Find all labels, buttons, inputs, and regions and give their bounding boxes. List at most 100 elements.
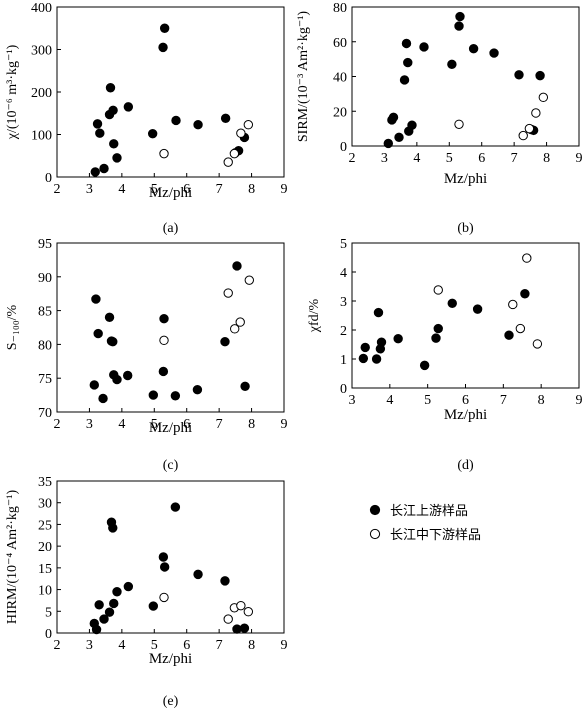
data-point-upstream	[91, 624, 102, 635]
x-tick-label: 5	[446, 151, 453, 166]
chart-panel-5: 2 3 4 5 6 7 8 9 0 5 10 15 20 25 30 35 Mz/phi HIRM/(10⁻⁴ A…	[5, 475, 288, 709]
x-axis-label: Mz/phi	[149, 651, 192, 667]
data-point-upstream	[112, 153, 122, 163]
data-point-upstream	[393, 334, 403, 344]
data-point-upstream	[104, 312, 115, 323]
data-point-upstream	[159, 314, 169, 324]
x-tick-label: 5	[151, 182, 158, 197]
x-axis-label: Mz/phi	[149, 185, 192, 201]
data-point-upstream	[105, 83, 116, 93]
data-point-upstream	[91, 294, 101, 304]
x-tick-label: 9	[281, 638, 288, 653]
data-point-upstream	[170, 502, 181, 512]
y-tick-label: 2	[340, 324, 347, 339]
x-tick-label: 7	[216, 182, 223, 197]
plot-frame	[56, 6, 285, 178]
data-point-upstream	[147, 128, 158, 139]
chart-panel-2: 2 3 4 5 6 7 8 9 0 20 40 60 80 Mz/phi SIRM/(10⁻³ Am²·kg…	[296, 1, 583, 236]
x-tick-label: 5	[151, 638, 158, 653]
x-tick-label: 7	[511, 151, 518, 166]
data-point-midlower	[531, 108, 541, 118]
data-point-midlower	[433, 285, 443, 295]
y-tick-label: 0	[45, 171, 52, 186]
data-point-midlower	[243, 607, 254, 617]
y-tick-label: 0	[340, 140, 347, 155]
y-tick-label: 25	[38, 518, 52, 533]
data-point-upstream	[90, 167, 100, 177]
data-point-upstream	[240, 381, 250, 392]
data-point-upstream	[89, 380, 99, 390]
data-point-upstream	[514, 70, 524, 80]
y-tick-label: 10	[38, 584, 52, 599]
data-point-midlower	[522, 253, 532, 263]
y-tick-label: 80	[38, 338, 52, 353]
data-point-upstream	[239, 623, 250, 633]
y-axis-label: χfd/%	[307, 298, 322, 333]
data-point-midlower	[532, 339, 543, 349]
data-point-upstream	[504, 330, 514, 340]
data-point-upstream	[93, 328, 103, 339]
data-point-upstream	[112, 374, 122, 385]
data-point-upstream	[104, 607, 115, 617]
data-point-upstream	[371, 354, 382, 364]
x-tick-label: 3	[381, 151, 388, 166]
data-point-upstream	[401, 38, 412, 49]
y-tick-label: 85	[38, 305, 52, 320]
x-tick-label: 8	[248, 182, 255, 197]
chart-panel-3: 2 3 4 5 6 7 8 9 70 75 80 85 90 95 Mz/phi S₋₁₀₀/% (c)	[5, 237, 288, 473]
data-point-upstream	[447, 59, 457, 70]
data-point-upstream	[148, 390, 159, 400]
data-point-upstream	[373, 307, 384, 318]
y-tick-label: 200	[31, 86, 52, 101]
data-point-upstream	[419, 42, 429, 52]
x-axis-label: Mz/phi	[444, 407, 487, 423]
y-tick-label: 80	[333, 1, 347, 16]
data-point-upstream	[192, 384, 203, 395]
legend-label: 长江中下游样品	[390, 528, 481, 543]
data-point-upstream	[171, 115, 181, 126]
data-point-upstream	[468, 44, 479, 54]
data-point-upstream	[472, 304, 483, 314]
data-point-upstream	[520, 289, 530, 299]
panel-label: (e)	[163, 694, 179, 709]
x-tick-label: 6	[183, 182, 190, 197]
x-tick-label: 2	[54, 638, 61, 653]
plot-frame	[351, 242, 580, 389]
x-tick-label: 4	[386, 393, 393, 408]
x-tick-label: 2	[54, 417, 61, 432]
data-point-upstream	[388, 112, 399, 123]
data-point-midlower	[243, 120, 254, 130]
data-point-midlower	[223, 614, 233, 624]
data-point-upstream	[112, 587, 122, 597]
data-point-midlower	[518, 130, 528, 141]
x-tick-label: 4	[118, 638, 125, 653]
data-point-midlower	[524, 123, 535, 134]
x-axis-label: Mz/phi	[444, 171, 487, 187]
data-point-upstream	[148, 601, 159, 611]
x-tick-label: 4	[413, 151, 420, 166]
data-point-upstream	[489, 48, 499, 58]
data-point-upstream	[232, 261, 242, 271]
data-point-upstream	[419, 360, 430, 371]
data-point-upstream	[94, 600, 104, 610]
y-tick-label: 1	[340, 353, 347, 368]
y-tick-label: 100	[31, 129, 52, 144]
x-tick-label: 4	[118, 417, 125, 432]
x-tick-label: 3	[86, 417, 93, 432]
data-point-upstream	[431, 333, 441, 343]
data-point-upstream	[394, 132, 404, 143]
data-point-upstream	[170, 391, 181, 401]
data-point-upstream	[92, 119, 103, 129]
data-point-upstream	[108, 336, 118, 347]
y-tick-label: 90	[38, 271, 52, 286]
data-point-upstream	[95, 128, 105, 138]
x-tick-label: 9	[281, 182, 288, 197]
data-point-upstream	[455, 11, 465, 22]
data-point-upstream	[159, 562, 170, 572]
y-tick-label: 0	[45, 627, 52, 642]
data-point-midlower	[235, 317, 245, 327]
y-axis-label: S₋₁₀₀/%	[5, 304, 20, 350]
x-tick-label: 6	[462, 393, 469, 408]
y-tick-label: 5	[45, 605, 52, 620]
